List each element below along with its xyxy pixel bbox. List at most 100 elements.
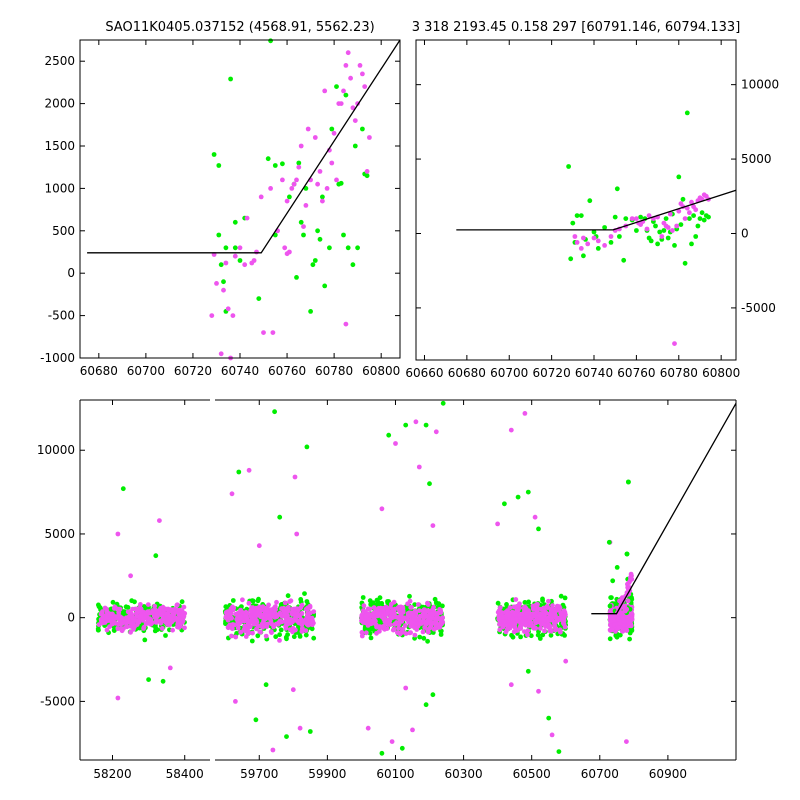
panel-top-left-magenta-point [244, 215, 250, 221]
panel-top-right-green-point [691, 213, 696, 219]
panel-bottom-magenta-point [99, 618, 104, 624]
panel-bottom-magenta-point [427, 621, 433, 626]
panel-bottom-magenta-point [536, 688, 541, 694]
panel-bottom-magenta-point [548, 607, 554, 612]
panel-bottom-x-tick-label: 60700 [581, 767, 619, 781]
panel-bottom-green-point [558, 593, 564, 599]
panel-top-right-green-point [568, 256, 574, 262]
panel-bottom-magenta-point [307, 604, 313, 610]
panel-bottom-green-point [120, 486, 126, 492]
panel-bottom-y-tick-label: 0 [67, 611, 75, 625]
panel-bottom-magenta-point [608, 618, 613, 624]
panel-bottom-magenta-point [420, 629, 426, 635]
panel-bottom-magenta-point [168, 616, 174, 622]
panel-bottom-magenta-point [118, 621, 124, 626]
panel-bottom-magenta-point [537, 613, 543, 618]
panel-top-right-green-point [612, 214, 618, 220]
panel-bottom-magenta-point [235, 619, 241, 625]
panel-top-left-green-point [218, 262, 224, 268]
panel-top-left-green-point [298, 219, 304, 225]
panel-top-right-green-point [614, 186, 620, 192]
panel-top-left-y-tick-label: 1500 [44, 139, 75, 153]
panel-bottom-magenta-point [171, 611, 177, 617]
panel-bottom-magenta-point [395, 630, 400, 635]
panel-top-left-y-tick-label: 1000 [44, 181, 75, 195]
panel-top-left-green-point [312, 258, 318, 263]
panel-bottom-magenta-point [543, 610, 549, 615]
panel-bottom-magenta-point [611, 617, 617, 623]
panel-bottom-magenta-point [437, 607, 442, 612]
panel-bottom-magenta-point [181, 604, 187, 610]
panel-bottom-magenta-point [423, 620, 429, 626]
panel-bottom-green-point [421, 635, 427, 641]
panel-bottom-magenta-point [163, 620, 169, 625]
panel-top-left-y-tick-label: -1000 [40, 351, 75, 365]
panel-top-left-green-point [334, 84, 339, 89]
panel-bottom-magenta-point [161, 616, 166, 622]
panel-bottom-x-tick-label: 58400 [166, 767, 204, 781]
panel-bottom-magenta-point [511, 610, 517, 616]
panel-bottom-magenta-point [124, 615, 129, 621]
panel-bottom-magenta-point [408, 610, 414, 616]
panel-top-left-x-tick-label: 60780 [315, 364, 353, 378]
panel-bottom-green-point [272, 409, 277, 415]
panel-top-left-magenta-point [282, 245, 288, 251]
panel-bottom-green-point [425, 638, 430, 644]
panel-bottom-magenta-point [269, 630, 274, 635]
panel-bottom-green-point [179, 599, 185, 605]
panel-bottom-magenta-point [413, 419, 419, 425]
panel-bottom-magenta-point [381, 616, 387, 622]
panel-bottom-magenta-point [170, 627, 176, 633]
panel-top-left-green-point [315, 228, 320, 234]
panel-bottom-magenta-point [157, 518, 162, 523]
panel-bottom-magenta-point [268, 618, 274, 624]
panel-top-right-green-point [634, 228, 639, 233]
panel-bottom-magenta-point [363, 630, 369, 636]
panel-top-left-green-point [223, 245, 229, 251]
panel-bottom-y-tick-label: -5000 [40, 694, 75, 708]
panel-bottom-green-point [360, 595, 366, 600]
panel-top-right-magenta-point [644, 226, 650, 232]
panel-bottom-magenta-point [229, 491, 235, 497]
panel-bottom-magenta-point [160, 612, 166, 618]
panel-bottom-magenta-point [378, 611, 384, 616]
panel-bottom-magenta-point [303, 606, 309, 612]
panel-bottom-green-point [412, 602, 418, 607]
panel-top-left-magenta-point [352, 118, 358, 123]
panel-bottom-green-point [110, 599, 116, 605]
panel-top-left-green-point [317, 236, 323, 242]
panel-bottom-green-point [560, 602, 566, 608]
panel-bottom-magenta-point [180, 614, 186, 619]
panel-bottom-magenta-point [540, 621, 546, 627]
panel-top-left-magenta-point [284, 251, 290, 257]
panel-top-right-green-point [657, 229, 663, 235]
panel-bottom-green-point [495, 600, 501, 606]
panel-bottom-magenta-point [256, 543, 262, 549]
panel-top-right-magenta-point [674, 223, 680, 229]
panel-bottom-magenta-point [387, 622, 393, 628]
panel-top-right-green-point [701, 217, 707, 223]
panel-top-left-magenta-point [322, 88, 328, 94]
panel-bottom-magenta-point [167, 665, 173, 671]
panel-top-right-green-point [570, 220, 576, 226]
panel-bottom-magenta-point [174, 602, 180, 608]
panel-bottom-magenta-point [538, 626, 543, 631]
panel-bottom-green-point [163, 633, 168, 638]
panel-bottom-green-point [132, 599, 137, 605]
panel-top-left-green-point [341, 232, 346, 238]
panel-bottom-x-tick-label: 60500 [513, 767, 551, 781]
panel-bottom-magenta-point [502, 619, 507, 625]
panel-bottom-green-point [368, 635, 374, 641]
panel-bottom-magenta-point [523, 622, 529, 628]
panel-bottom-green-point [263, 682, 269, 688]
panel-bottom-magenta-point [288, 598, 294, 604]
panel-bottom-magenta-point [102, 605, 108, 611]
panel-bottom-magenta-point [542, 628, 547, 634]
panel-bottom-green-point [540, 598, 545, 603]
panel-bottom-magenta-point [403, 685, 409, 691]
panel-bottom-magenta-point [243, 613, 249, 619]
panel-top-left-magenta-point [289, 186, 295, 191]
panel-bottom-green-point [528, 633, 534, 639]
panel-top-right-magenta-point [667, 211, 673, 217]
panel-bottom-magenta-point [264, 612, 269, 618]
